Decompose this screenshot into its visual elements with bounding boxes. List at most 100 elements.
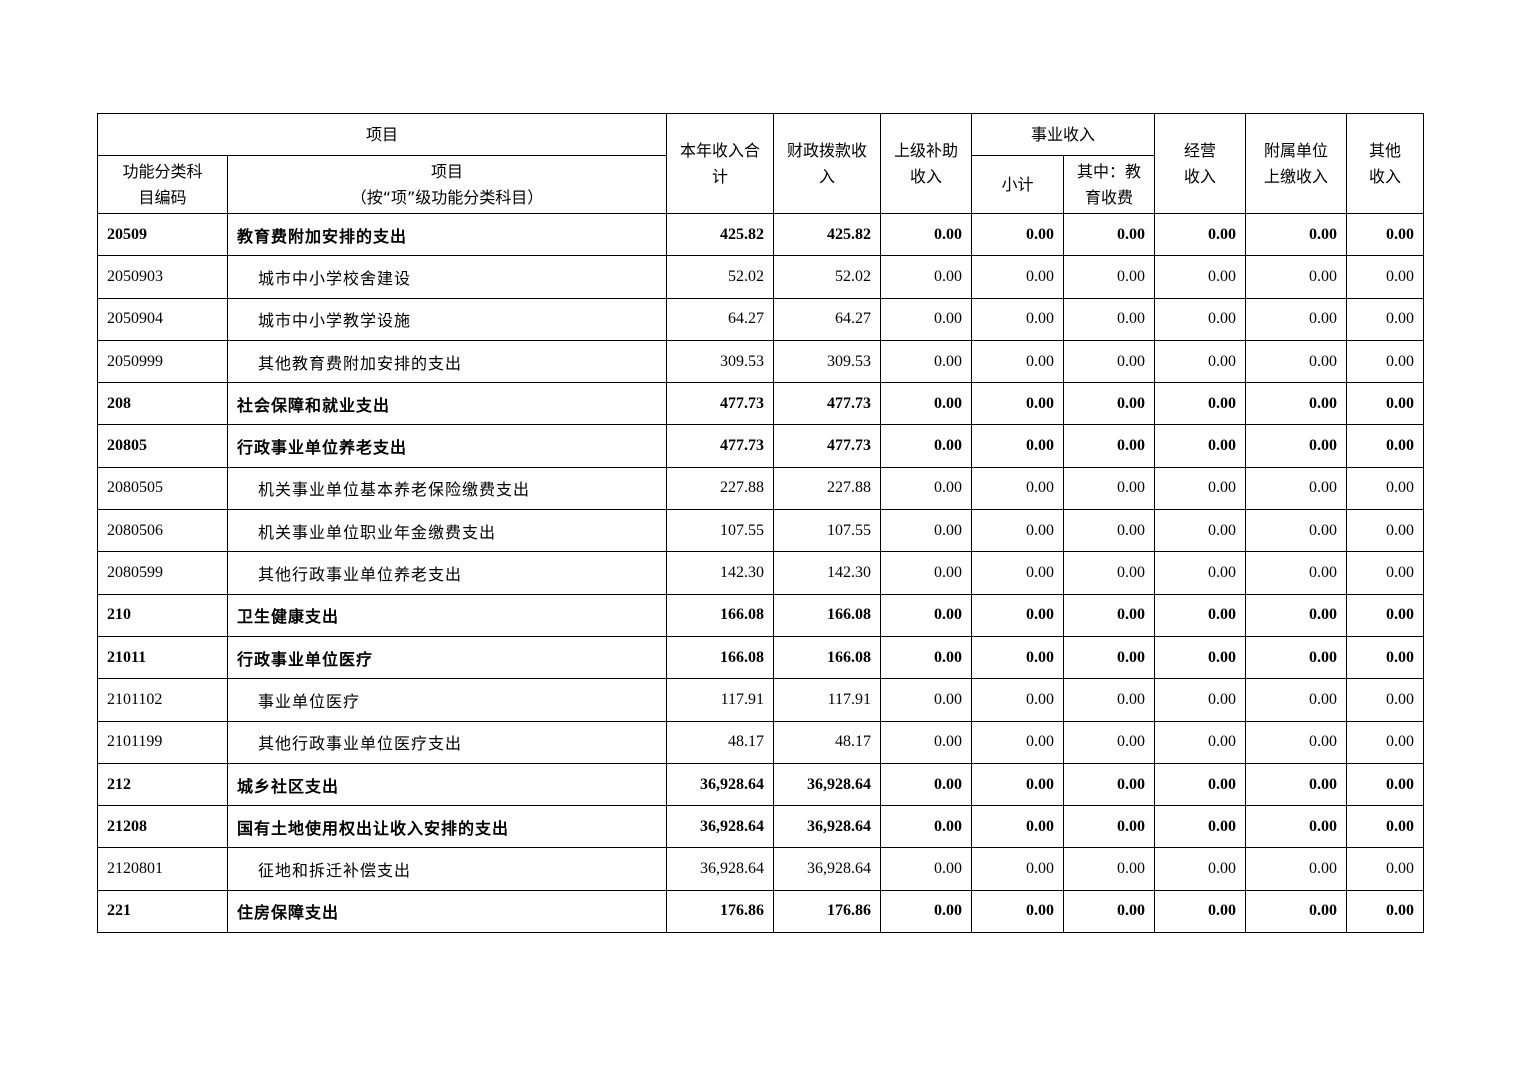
cell-affiliated: 0.00 xyxy=(1245,889,1348,934)
cell-fiscal: 227.88 xyxy=(773,466,882,511)
header-item: 项目 xyxy=(96,113,668,156)
income-table: 项目 本年收入合计 财政拨款收入 上级补助收入 事业收入 经营收入 附属单位上缴… xyxy=(96,113,1425,934)
cell-affiliated: 0.00 xyxy=(1245,424,1348,468)
cell-subtotal: 0.00 xyxy=(971,720,1065,764)
header-business: 事业收入 xyxy=(971,113,1156,156)
table-row: 21011 行政事业单位医疗 166.08 166.08 0.00 0.00 0.00 0.0… xyxy=(97,635,1425,680)
cell-total: 48.17 xyxy=(666,720,775,764)
cell-affiliated: 0.00 xyxy=(1245,805,1348,849)
cell-affiliated: 0.00 xyxy=(1245,382,1348,426)
row-code: 208 xyxy=(97,382,228,426)
cell-superior: 0.00 xyxy=(880,762,973,807)
cell-affiliated: 0.00 xyxy=(1245,551,1348,595)
cell-total: 36,928.64 xyxy=(666,805,775,849)
cell-superior: 0.00 xyxy=(880,551,973,595)
cell-operating: 0.00 xyxy=(1154,509,1247,553)
table-row: 221 住房保障支出 176.86 176.86 0.00 0.00 0.00 0.00 0.0… xyxy=(97,889,1425,934)
row-name: 国有土地使用权出让收入安排的支出 xyxy=(226,805,668,849)
row-name: 其他行政事业单位养老支出 xyxy=(226,551,668,595)
row-code: 2080599 xyxy=(97,551,228,595)
cell-fiscal: 117.91 xyxy=(773,678,882,722)
cell-total: 477.73 xyxy=(666,424,775,468)
cell-operating: 0.00 xyxy=(1154,551,1247,595)
cell-superior: 0.00 xyxy=(880,255,973,299)
cell-subtotal: 0.00 xyxy=(971,847,1065,891)
cell-other: 0.00 xyxy=(1346,297,1425,341)
cell-superior: 0.00 xyxy=(880,297,973,341)
cell-affiliated: 0.00 xyxy=(1245,678,1348,722)
cell-edu-fee: 0.00 xyxy=(1063,382,1156,426)
cell-edu-fee: 0.00 xyxy=(1063,635,1156,680)
cell-operating: 0.00 xyxy=(1154,762,1247,807)
row-code: 210 xyxy=(97,593,228,637)
header-code: 功能分类科目编码 xyxy=(97,155,228,214)
cell-other: 0.00 xyxy=(1346,382,1425,426)
cell-fiscal: 425.82 xyxy=(773,212,882,257)
cell-subtotal: 0.00 xyxy=(971,255,1065,299)
cell-fiscal: 36,928.64 xyxy=(773,805,882,849)
cell-total: 36,928.64 xyxy=(666,847,775,891)
header-superior: 上级补助收入 xyxy=(880,113,973,214)
cell-total: 477.73 xyxy=(666,382,775,426)
row-code: 2050903 xyxy=(97,255,228,299)
row-name: 卫生健康支出 xyxy=(226,593,668,637)
cell-edu-fee: 0.00 xyxy=(1063,678,1156,722)
cell-subtotal: 0.00 xyxy=(971,551,1065,595)
row-code: 2120801 xyxy=(97,847,228,891)
table-row: 20509 教育费附加安排的支出 425.82 425.82 0.00 0.00 0.00 0… xyxy=(97,212,1425,257)
cell-superior: 0.00 xyxy=(880,424,973,468)
cell-other: 0.00 xyxy=(1346,255,1425,299)
cell-subtotal: 0.00 xyxy=(971,509,1065,553)
cell-superior: 0.00 xyxy=(880,720,973,764)
header-subtotal: 小计 xyxy=(971,155,1065,214)
cell-other: 0.00 xyxy=(1346,889,1425,934)
cell-operating: 0.00 xyxy=(1154,805,1247,849)
cell-superior: 0.00 xyxy=(880,466,973,511)
cell-superior: 0.00 xyxy=(880,635,973,680)
cell-operating: 0.00 xyxy=(1154,720,1247,764)
row-name: 城市中小学校舍建设 xyxy=(226,255,668,299)
cell-operating: 0.00 xyxy=(1154,212,1247,257)
row-code: 20509 xyxy=(97,212,228,257)
cell-superior: 0.00 xyxy=(880,805,973,849)
table-row: 2120801 征地和拆迁补偿支出 36,928.64 36,928.64 0.00 0.… xyxy=(97,847,1425,891)
cell-superior: 0.00 xyxy=(880,509,973,553)
cell-total: 166.08 xyxy=(666,635,775,680)
cell-total: 117.91 xyxy=(666,678,775,722)
cell-operating: 0.00 xyxy=(1154,339,1247,384)
row-code: 21208 xyxy=(97,805,228,849)
table-row: 2101102 事业单位医疗 117.91 117.91 0.00 0.00 0.00 0.0… xyxy=(97,678,1425,722)
cell-fiscal: 107.55 xyxy=(773,509,882,553)
cell-affiliated: 0.00 xyxy=(1245,635,1348,680)
row-code: 212 xyxy=(97,762,228,807)
cell-fiscal: 309.53 xyxy=(773,339,882,384)
cell-fiscal: 477.73 xyxy=(773,424,882,468)
cell-total: 107.55 xyxy=(666,509,775,553)
row-code: 2080505 xyxy=(97,466,228,511)
cell-operating: 0.00 xyxy=(1154,635,1247,680)
row-code: 221 xyxy=(97,889,228,934)
table-row: 2101199 其他行政事业单位医疗支出 48.17 48.17 0.00 0.00 0.0… xyxy=(97,720,1425,764)
cell-superior: 0.00 xyxy=(880,212,973,257)
cell-total: 166.08 xyxy=(666,593,775,637)
table-row: 2050904 城市中小学教学设施 64.27 64.27 0.00 0.00 0.00 0.… xyxy=(97,297,1425,341)
row-name: 其他教育费附加安排的支出 xyxy=(226,339,668,384)
cell-superior: 0.00 xyxy=(880,382,973,426)
cell-other: 0.00 xyxy=(1346,593,1425,637)
cell-other: 0.00 xyxy=(1346,424,1425,468)
cell-superior: 0.00 xyxy=(880,847,973,891)
cell-other: 0.00 xyxy=(1346,847,1425,891)
row-name: 社会保障和就业支出 xyxy=(226,382,668,426)
table-row: 212 城乡社区支出 36,928.64 36,928.64 0.00 0.00 0.00 0… xyxy=(97,762,1425,807)
row-code: 2101102 xyxy=(97,678,228,722)
cell-operating: 0.00 xyxy=(1154,382,1247,426)
cell-affiliated: 0.00 xyxy=(1245,339,1348,384)
cell-edu-fee: 0.00 xyxy=(1063,847,1156,891)
cell-affiliated: 0.00 xyxy=(1245,466,1348,511)
table-row: 20805 行政事业单位养老支出 477.73 477.73 0.00 0.00 0.00 0… xyxy=(97,424,1425,468)
cell-affiliated: 0.00 xyxy=(1245,297,1348,341)
row-code: 21011 xyxy=(97,635,228,680)
cell-subtotal: 0.00 xyxy=(971,382,1065,426)
cell-other: 0.00 xyxy=(1346,509,1425,553)
header-affiliated: 附属单位上缴收入 xyxy=(1245,113,1348,214)
